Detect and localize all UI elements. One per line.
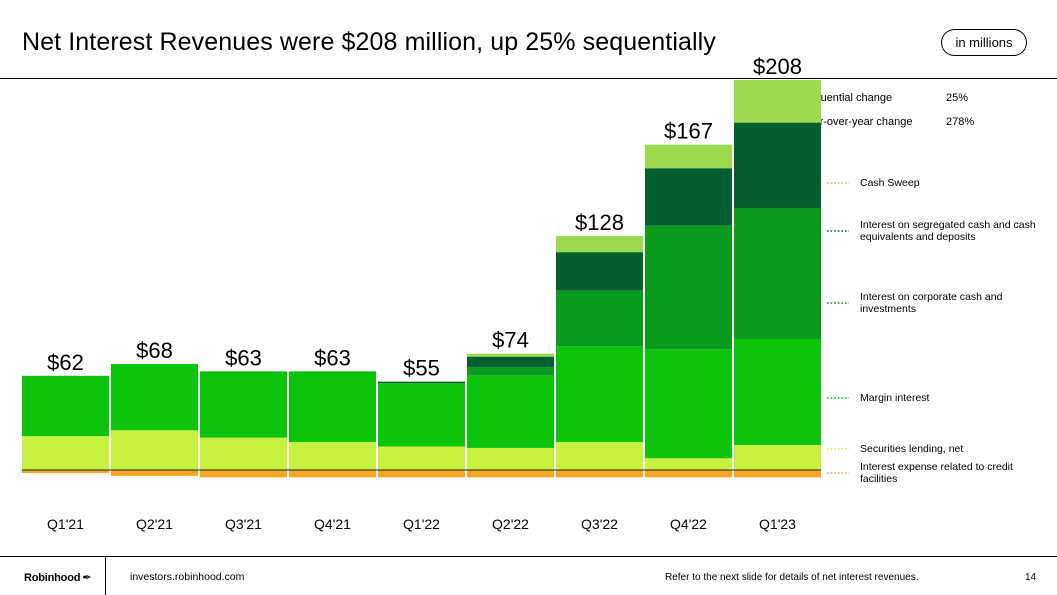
bar-cash_sweep-8: [734, 79, 821, 123]
footer-separator: [105, 557, 106, 595]
bar-margin-2: [200, 371, 287, 438]
robinhood-logo: Robinhood ✒: [24, 571, 91, 584]
bar-margin-6: [556, 346, 643, 443]
feather-icon: ✒: [82, 572, 92, 584]
bar-margin-8: [734, 338, 821, 445]
x-tick-label-5: Q2'22: [492, 516, 529, 532]
bar-securities_lending-8: [734, 444, 821, 470]
legend-label-margin: Margin interest: [860, 392, 930, 404]
total-label-1: $68: [136, 338, 173, 363]
x-tick-label-3: Q4'21: [314, 516, 351, 532]
x-tick-label-7: Q4'22: [670, 516, 707, 532]
change-summary: Sequential change 25% Year-over-year cha…: [801, 92, 981, 140]
bar-interest_expense-5: [467, 470, 554, 478]
bar-securities_lending-0: [22, 436, 109, 470]
bar-segregated-4: [378, 381, 465, 384]
x-tick-label-2: Q3'21: [225, 516, 262, 532]
yoy-change-row: Year-over-year change 278%: [801, 116, 981, 140]
bar-corporate-5: [467, 366, 554, 376]
total-label-4: $55: [403, 356, 440, 381]
yoy-change-label: Year-over-year change: [801, 116, 913, 128]
bar-securities_lending-2: [200, 437, 287, 470]
net-interest-revenue-chart: $62 Q1'21 $68 Q2'21 $63 Q3'21 $63 Q4'21 $55 Q1'22…: [22, 54, 1036, 532]
logo-text: Robinhood: [24, 572, 81, 584]
bar-cash_sweep-5: [467, 353, 554, 357]
bar-interest_expense-4: [378, 470, 465, 478]
bar-securities_lending-4: [378, 446, 465, 470]
bar-interest_expense-2: [200, 470, 287, 478]
bar-corporate-6: [556, 290, 643, 347]
bar-interest_expense-6: [556, 470, 643, 478]
bar-segregated-5: [467, 356, 554, 367]
page-title: Net Interest Revenues were $208 million,…: [22, 28, 716, 56]
sequential-change-value: 25%: [946, 92, 969, 104]
total-label-7: $167: [664, 119, 713, 144]
bar-corporate-7: [645, 225, 732, 350]
total-label-3: $63: [314, 345, 351, 370]
bar-interest_expense-3: [289, 470, 376, 478]
sequential-change-label: Sequential change: [801, 92, 893, 104]
bar-margin-4: [378, 383, 465, 447]
footer-note: Refer to the next slide for details of n…: [665, 572, 919, 583]
legend-label-cash_sweep: Cash Sweep: [860, 177, 920, 189]
legend-label-corporate: Interest on corporate cash and investment…: [860, 291, 1003, 315]
x-tick-label-6: Q3'22: [581, 516, 618, 532]
header-divider: [0, 78, 1057, 79]
bar-margin-0: [22, 375, 109, 437]
page-number: 14: [1025, 572, 1037, 583]
bar-securities_lending-3: [289, 442, 376, 470]
bar-corporate-8: [734, 207, 821, 339]
legend-label-securities_lending: Securities lending, net: [860, 443, 963, 455]
bar-segregated-7: [645, 168, 732, 226]
x-tick-label-8: Q1'23: [759, 516, 796, 532]
footer-url: investors.robinhood.com: [130, 571, 245, 583]
legend-label-segregated: Interest on segregated cash and cash equi…: [860, 219, 1036, 243]
bar-securities_lending-5: [467, 447, 554, 470]
sequential-change-row: Sequential change 25%: [801, 92, 981, 116]
bar-interest_expense-7: [645, 470, 732, 478]
yoy-change-value: 278%: [946, 116, 975, 128]
bar-cash_sweep-6: [556, 235, 643, 253]
bar-interest_expense-8: [734, 470, 821, 478]
bar-securities_lending-6: [556, 442, 643, 470]
bar-margin-7: [645, 349, 732, 459]
x-tick-label-0: Q1'21: [47, 516, 84, 532]
total-label-5: $74: [492, 328, 529, 353]
bar-margin-1: [111, 364, 198, 431]
bar-margin-5: [467, 375, 554, 448]
legend-label-interest_expense: Interest expense related to credit facili…: [860, 461, 1013, 485]
total-label-0: $62: [47, 350, 84, 375]
bar-segregated-8: [734, 122, 821, 208]
bar-securities_lending-7: [645, 458, 732, 470]
bar-securities_lending-1: [111, 430, 198, 470]
bar-segregated-6: [556, 252, 643, 291]
units-badge: in millions: [941, 29, 1027, 56]
bar-interest_expense-1: [111, 470, 198, 476]
total-label-2: $63: [225, 345, 262, 370]
footer-divider: [0, 556, 1057, 557]
total-label-8: $208: [753, 54, 802, 79]
bar-cash_sweep-7: [645, 144, 732, 169]
x-tick-label-4: Q1'22: [403, 516, 440, 532]
total-label-6: $128: [575, 210, 624, 235]
bar-margin-3: [289, 371, 376, 443]
x-tick-label-1: Q2'21: [136, 516, 173, 532]
bar-interest_expense-0: [22, 470, 109, 473]
